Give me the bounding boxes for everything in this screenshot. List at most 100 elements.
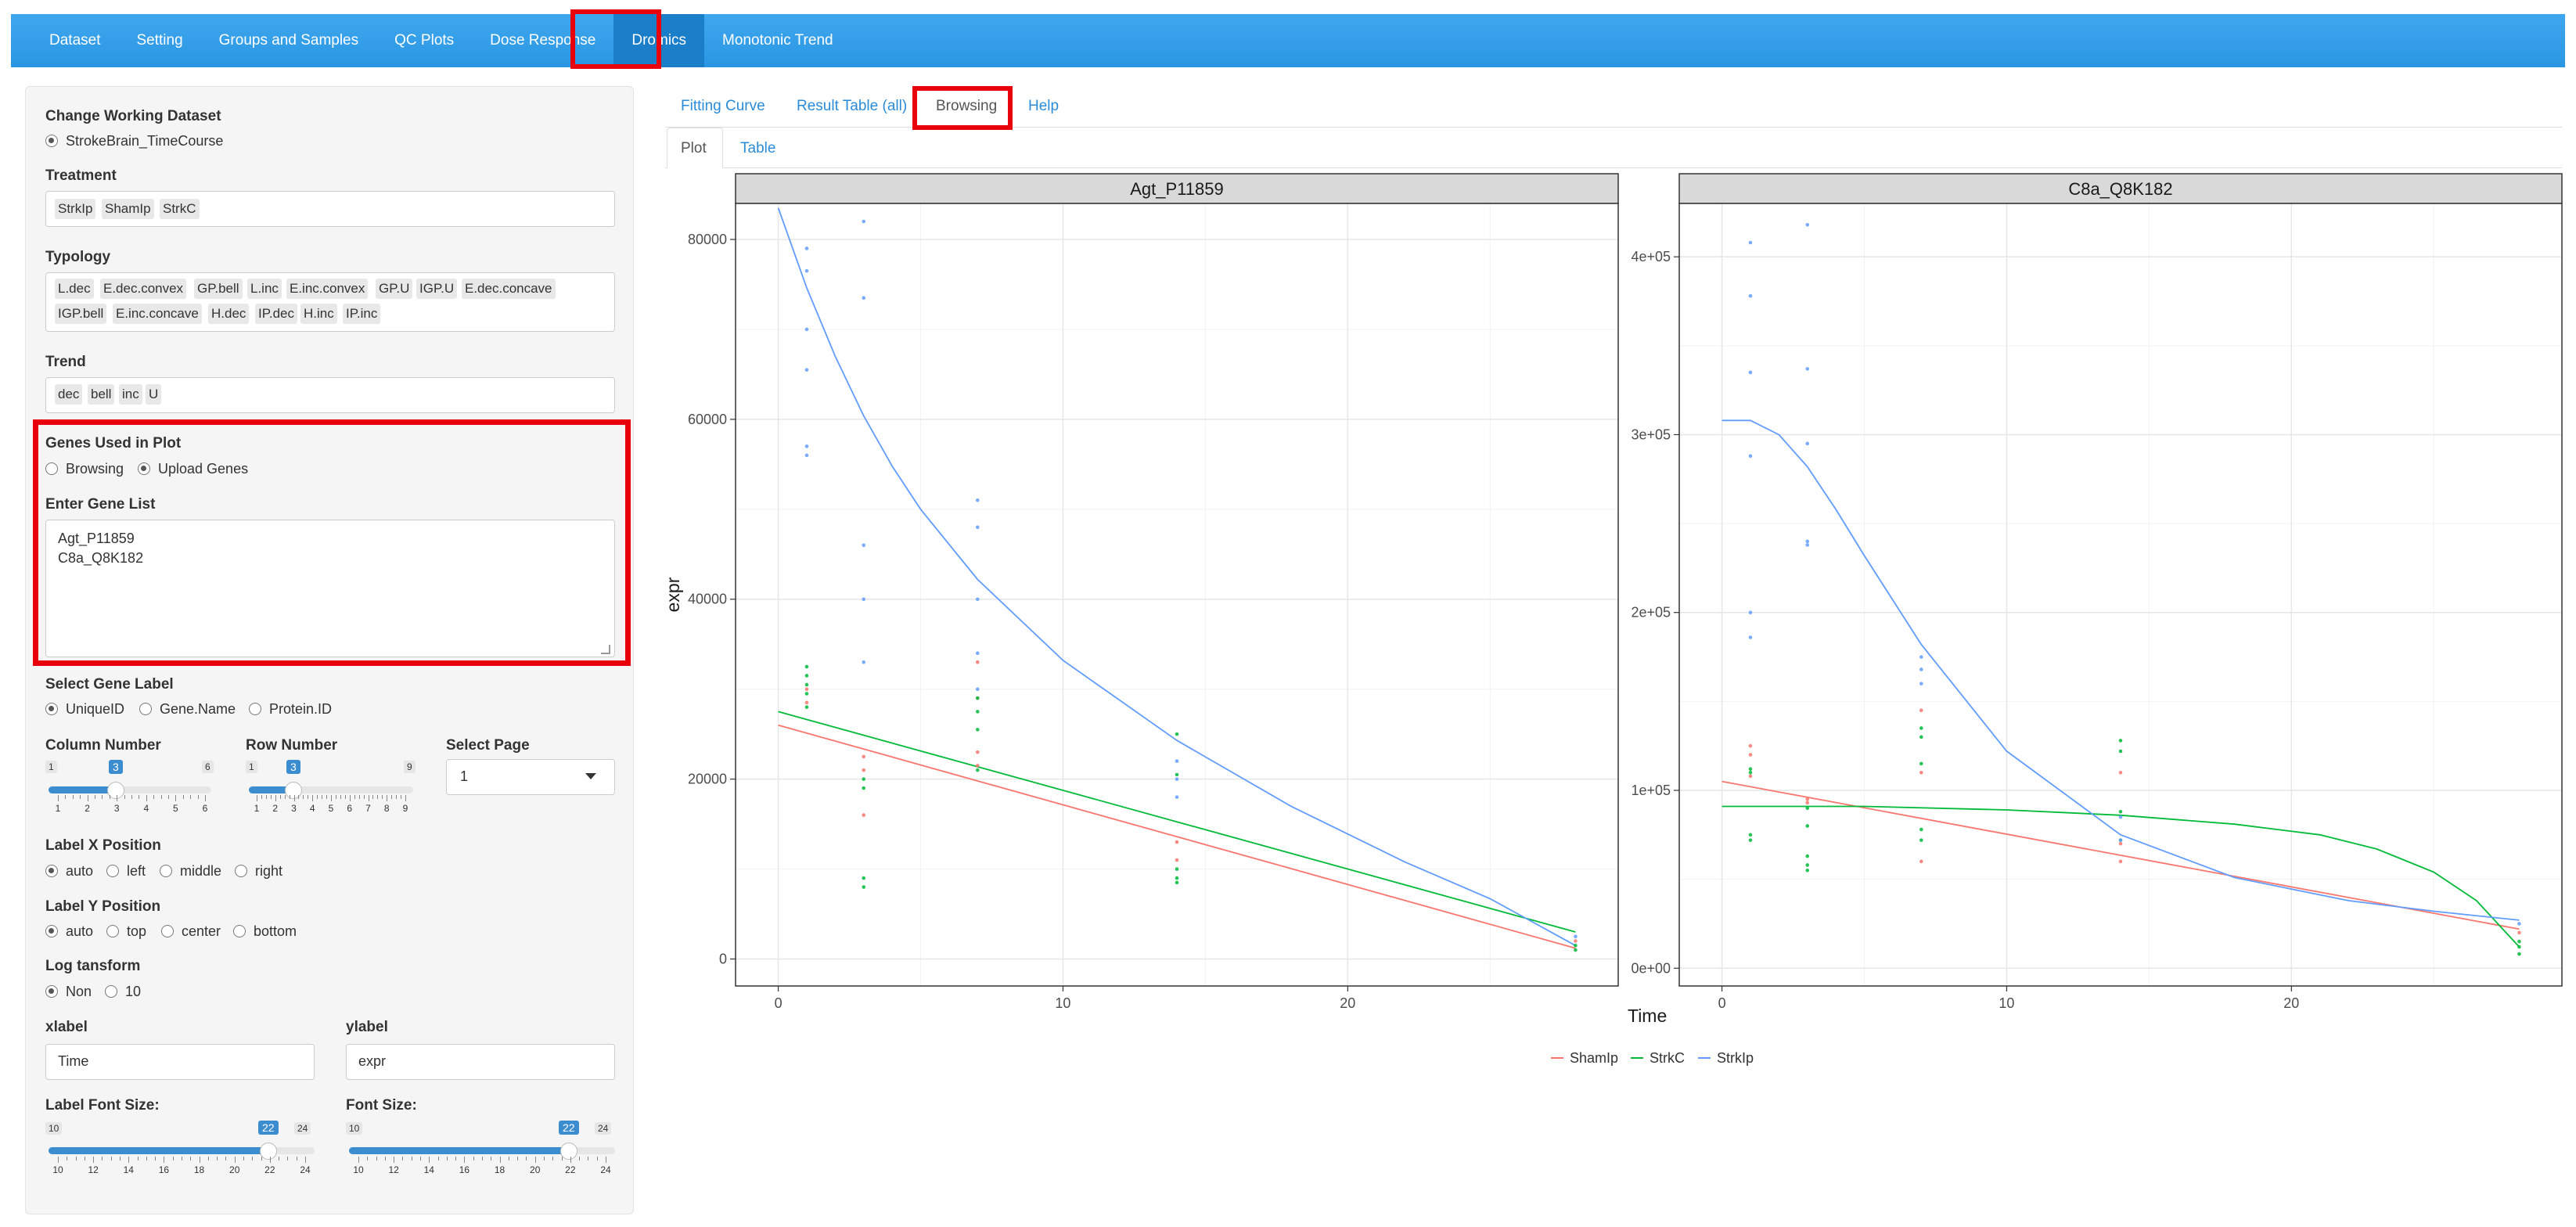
label-x-left-radio[interactable]	[106, 865, 119, 877]
typology-tag[interactable]: E.inc.convex	[286, 279, 369, 299]
label-x-label: Label X Position	[45, 837, 161, 854]
label-y-auto-radio[interactable]	[45, 925, 58, 937]
slider-tick	[331, 795, 332, 801]
ylabel-value: expr	[358, 1053, 387, 1069]
panel-background	[1679, 203, 2562, 986]
row-slider-handle[interactable]	[285, 782, 302, 799]
treatment-tag[interactable]: StrkIp	[55, 199, 96, 219]
log-10-radio[interactable]	[105, 985, 117, 998]
typology-tag[interactable]: L.inc	[247, 279, 282, 299]
typology-tag[interactable]: L.dec	[55, 279, 94, 299]
trend-tag[interactable]: dec	[55, 384, 83, 405]
data-point-strkc	[2118, 739, 2123, 743]
x-axis-label: Time	[1628, 1006, 1667, 1026]
data-point-strkc	[862, 876, 866, 880]
genes-upload-radio[interactable]	[138, 462, 150, 475]
nav-qc-plots[interactable]: QC Plots	[394, 32, 455, 49]
tab-help[interactable]: Help	[1028, 98, 1060, 114]
row-slider-track[interactable]	[249, 786, 413, 793]
slider-tick	[420, 1157, 421, 1160]
genes-browsing-radio[interactable]	[45, 462, 58, 475]
data-point-strkip	[1805, 543, 1810, 547]
typology-tag[interactable]: GP.U	[376, 279, 413, 299]
typology-tag[interactable]: IP.inc	[343, 304, 381, 324]
column-value-badge: 3	[109, 760, 123, 774]
typology-tag[interactable]: E.dec.convex	[100, 279, 187, 299]
data-point-strkip	[1919, 667, 1923, 671]
typology-tag[interactable]: IP.dec	[255, 304, 298, 324]
treatment-tag[interactable]: StrkC	[160, 199, 200, 219]
gene-label-proteinid-radio[interactable]	[249, 703, 261, 715]
slider-tick-label: 12	[88, 1164, 99, 1175]
log-non-radio[interactable]	[45, 985, 58, 998]
label-y-top-radio[interactable]	[106, 925, 119, 937]
select-page-dropdown[interactable]	[446, 759, 615, 795]
data-point-strkc	[1574, 943, 1578, 948]
label-font-slider-fill	[49, 1147, 269, 1154]
gene-list-textarea[interactable]	[45, 520, 615, 657]
label-y-bottom-radio[interactable]	[233, 925, 246, 937]
data-point-strkip	[1748, 370, 1753, 375]
typology-tag[interactable]: GP.bell	[194, 279, 243, 299]
data-point-strkc	[1805, 868, 1810, 873]
nav-dataset[interactable]: Dataset	[49, 32, 101, 49]
trend-tag[interactable]: bell	[88, 384, 115, 405]
tab-browsing[interactable]: Browsing	[936, 98, 998, 114]
tab-fitting-curve[interactable]: Fitting Curve	[681, 98, 765, 114]
data-point-strkc	[862, 777, 866, 781]
xlabel-input[interactable]	[45, 1044, 315, 1080]
tab-result-table-all[interactable]: Result Table (all)	[797, 98, 908, 114]
typology-tag[interactable]: E.dec.concave	[462, 279, 556, 299]
data-point-strkip	[1175, 759, 1179, 763]
dataset-radio[interactable]	[45, 135, 58, 147]
subtab-plot[interactable]: Plot	[681, 140, 707, 157]
gene-label-genename-radio[interactable]	[139, 703, 152, 715]
slider-tick	[446, 1157, 448, 1160]
label-x-right-radio[interactable]	[235, 865, 247, 877]
label-y-bottom: bottom	[254, 923, 297, 939]
slider-tick-label: 20	[530, 1164, 541, 1175]
slider-tick	[561, 1157, 563, 1160]
typology-tag[interactable]: E.inc.concave	[113, 304, 202, 324]
trend-tag[interactable]: U	[146, 384, 162, 405]
data-point-strkip	[975, 498, 980, 502]
x-tick-label: 0	[775, 995, 783, 1011]
xlabel-value: Time	[58, 1053, 89, 1069]
data-point-strkc	[1574, 948, 1578, 952]
data-point-strkc	[1175, 772, 1179, 777]
facet-strip	[735, 173, 1619, 204]
typology-tag[interactable]: IGP.bell	[55, 304, 107, 324]
font-slider-handle[interactable]	[560, 1142, 577, 1160]
label-y-center-radio[interactable]	[161, 925, 174, 937]
label-x-middle-radio[interactable]	[160, 865, 172, 877]
ylabel-input[interactable]	[346, 1044, 615, 1080]
nav-groups-and-samples[interactable]: Groups and Samples	[218, 32, 359, 49]
facet-title: Agt_P11859	[1130, 179, 1223, 199]
slider-tick	[279, 795, 281, 799]
column-slider-track[interactable]	[49, 786, 211, 793]
typology-tag[interactable]: H.dec	[208, 304, 250, 324]
label-font-slider-handle[interactable]	[260, 1142, 277, 1160]
resize-grip-icon[interactable]	[601, 645, 610, 654]
subtab-table[interactable]: Table	[740, 140, 776, 157]
xlabel-label: xlabel	[45, 1019, 88, 1035]
label-x-auto-radio[interactable]	[45, 865, 58, 877]
slider-tick	[482, 1157, 483, 1160]
column-slider-handle[interactable]	[107, 782, 124, 799]
slider-tick	[190, 795, 192, 799]
typology-tag[interactable]: H.inc	[300, 304, 337, 324]
gene-label-uniqueid-radio[interactable]	[45, 703, 58, 715]
trend-tag[interactable]: inc	[119, 384, 142, 405]
nav-dose-response[interactable]: Dose Response	[490, 32, 596, 49]
slider-tick	[464, 1157, 466, 1163]
data-point-shamip	[2118, 859, 2123, 864]
treatment-tag[interactable]: ShamIp	[102, 199, 154, 219]
nav-monotonic-trend[interactable]: Monotonic Trend	[722, 32, 833, 49]
nav-setting[interactable]: Setting	[136, 32, 183, 49]
typology-tag[interactable]: IGP.U	[416, 279, 458, 299]
slider-tick	[128, 1157, 130, 1163]
slider-tick	[382, 795, 383, 799]
y-tick-label: 3e+05	[1631, 426, 1671, 442]
fit-curve-strkc	[1722, 805, 2520, 948]
slider-tick	[65, 795, 67, 799]
